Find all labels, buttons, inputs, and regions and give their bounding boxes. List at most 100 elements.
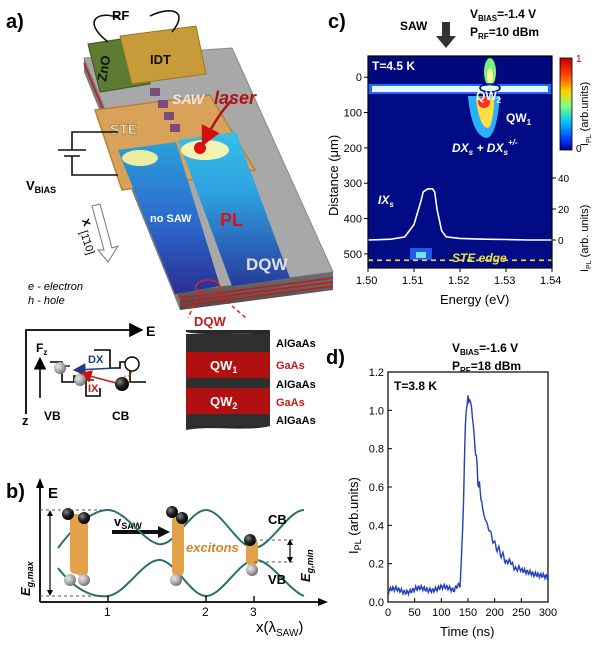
idt-fingers xyxy=(150,88,180,132)
d-xtick-label: 50 xyxy=(409,607,421,619)
no-saw-label: no SAW xyxy=(150,213,192,225)
c-ytick-label: 200 xyxy=(344,143,362,155)
panel-label-c: c) xyxy=(328,11,346,33)
d-xtick-label: 150 xyxy=(459,607,477,619)
d-xtick-label: 0 xyxy=(385,607,391,619)
legend-electron: e - electron xyxy=(28,281,83,293)
d-ytick-label: 0.6 xyxy=(369,482,384,494)
layer-label-0: AlGaAs xyxy=(276,338,316,350)
panel-a-device: ZnO IDT RF SAW laser STE no SAW PL DQW V… xyxy=(26,8,334,319)
layer-label-1: GaAs xyxy=(276,360,305,372)
c-y2tick-label: 0 xyxy=(558,236,564,247)
exciton-bar-3 xyxy=(172,514,184,576)
hole-2 xyxy=(74,374,86,386)
d-ytick-label: 0.2 xyxy=(369,559,384,571)
egmin-label: Eg,min xyxy=(298,549,315,582)
layer-qw2 xyxy=(186,388,270,414)
panel-label-d: d) xyxy=(326,347,345,369)
c-vbias: VBIAS=-1.4 V xyxy=(470,7,536,23)
c-x-axis-label: Energy (eV) xyxy=(440,292,509,307)
qw2-label: QW2 xyxy=(210,394,237,411)
d-xtick-label: 100 xyxy=(432,607,450,619)
vbias-label-a: VBIAS xyxy=(26,178,56,195)
c-xtick-label: 1.52 xyxy=(448,275,469,287)
layer-algaas-1 xyxy=(186,334,270,352)
c-ytick-label: 100 xyxy=(344,108,362,120)
layer-label-4: AlGaAs xyxy=(276,415,316,427)
d-ytick-label: 0.8 xyxy=(369,444,384,456)
electron-2 xyxy=(115,377,129,391)
ste-label: STE xyxy=(110,121,137,137)
b-hole-1 xyxy=(64,574,76,586)
c-y2-axis-label: IPL (arb. units) xyxy=(579,205,593,272)
b-cb-label: CB xyxy=(268,512,287,527)
dx-label-a: DX xyxy=(88,354,104,366)
zoom-line-left xyxy=(187,291,201,319)
laser-label: laser xyxy=(214,88,257,108)
bias-wire xyxy=(58,131,118,176)
ste-edge-label: STE edge xyxy=(452,251,507,265)
ix-label-a: IX xyxy=(88,383,99,395)
x-direction-arrow: x [1̄10] xyxy=(77,203,120,263)
vsaw-label: vSAW xyxy=(114,514,142,531)
d-vbias: VBIAS=-1.6 V xyxy=(452,341,518,357)
b-electron-2 xyxy=(78,512,90,524)
cb-profile xyxy=(94,349,146,383)
c-ytick-label: 400 xyxy=(344,214,362,226)
svg-text:[1̄10]: [1̄10] xyxy=(77,229,96,256)
d-ytick-label: 1.0 xyxy=(369,405,384,417)
pl-label: PL xyxy=(220,210,243,230)
b-electron-1 xyxy=(62,508,74,520)
d-ytick-label: 0.0 xyxy=(369,597,384,609)
layer-stack: DQW QW1 QW2 AlGaAs GaAs AlGaAs GaAs AlGa… xyxy=(186,314,316,430)
c-y-axis-label: Distance (μm) xyxy=(326,135,341,216)
dqw-chip-label: DQW xyxy=(246,255,289,274)
legend-hole: h - hole xyxy=(28,295,65,307)
d-ytick-label: 0.4 xyxy=(369,520,384,532)
channel-hotspot-left xyxy=(122,150,158,166)
d-xtick-label: 300 xyxy=(539,607,557,619)
vb-label-a: VB xyxy=(44,409,61,423)
c-xtick-label: 1.51 xyxy=(402,275,423,287)
layer-stack-bottom-edge xyxy=(186,426,270,430)
electron-1 xyxy=(124,356,140,372)
c-xtick-label: 1.53 xyxy=(494,275,515,287)
c-saw-label: SAW xyxy=(400,19,428,33)
laser-beam xyxy=(201,99,233,147)
hole-1 xyxy=(54,362,66,374)
panel-label-a: a) xyxy=(6,11,24,33)
c-qw2-label: QW2 xyxy=(476,89,502,105)
b-vb-label: VB xyxy=(268,572,286,587)
idt-pad xyxy=(119,25,207,85)
zoom-circle xyxy=(195,279,221,295)
layer-stack-title: DQW xyxy=(194,314,227,329)
layer-label-3: GaAs xyxy=(276,397,305,409)
c-ytick-label: 500 xyxy=(344,249,362,261)
d-y-axis-label: IPL (arb.units) xyxy=(346,477,363,554)
c-qw1-label: QW1 xyxy=(506,111,532,127)
d-x-axis-label: Time (ns) xyxy=(440,624,494,639)
d-plot-frame xyxy=(387,371,549,603)
panel-b: E vSAW CB VB excitons Eg,max xyxy=(18,478,328,639)
svg-text:x: x xyxy=(79,216,96,228)
colorbar xyxy=(559,57,573,151)
panel-label-b: b) xyxy=(6,481,25,503)
layer-stack-top-edge xyxy=(186,330,270,336)
energy-axis xyxy=(25,322,144,414)
b-electron-4 xyxy=(176,512,188,524)
pl-spectrum-line xyxy=(367,188,552,241)
channel-no-saw xyxy=(118,142,220,294)
panel-c: SAW VBIAS=-1.4 V PRF=10 dBm STE edge T=4… xyxy=(326,7,593,307)
d-ytick-label: 1.2 xyxy=(369,367,384,379)
b-tick-2: 2 xyxy=(202,605,209,619)
b-hole-2 xyxy=(78,574,90,586)
laser-spot xyxy=(194,142,206,154)
saw-label-a: SAW xyxy=(172,91,206,107)
d-temp: T=3.8 K xyxy=(394,379,437,393)
d-xtick-label: 200 xyxy=(485,607,503,619)
layer-label-2: AlGaAs xyxy=(276,379,316,391)
c-y2tick-label: 40 xyxy=(558,174,570,185)
d-prf: PRF=18 dBm xyxy=(452,359,521,375)
exciton-bar-2 xyxy=(76,520,88,576)
b-tick-3: 3 xyxy=(250,605,257,619)
